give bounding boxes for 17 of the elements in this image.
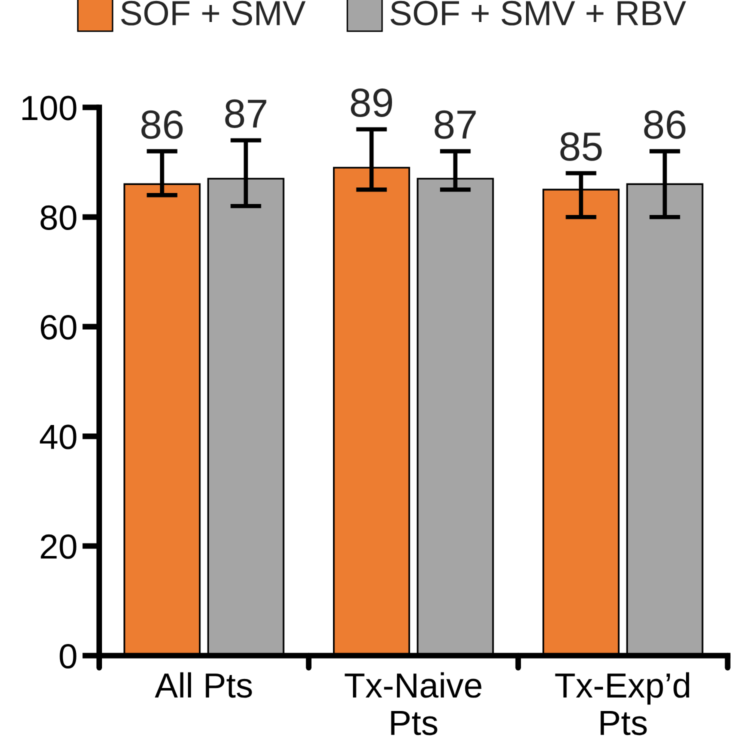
y-tick-label: 0 (60, 644, 76, 669)
data-label: 89 (350, 88, 392, 117)
data-label: 86 (644, 110, 686, 139)
data-label: 85 (560, 132, 602, 161)
data-label: 87 (225, 99, 266, 128)
y-tick-label: 100 (22, 96, 76, 120)
x-tick-label: Tx-Exp’d Pts (555, 672, 690, 736)
y-tick-label: 20 (40, 534, 76, 559)
x-tick-label: All Pts (154, 672, 252, 698)
legend-label: SOF + SMV (121, 0, 306, 26)
legend-label: SOF + SMV + RBV (390, 0, 686, 26)
y-tick-label: 40 (40, 424, 76, 450)
data-label: 86 (141, 110, 183, 139)
data-label: 87 (434, 110, 476, 139)
x-tick-label: Tx-Naive Pts (344, 672, 482, 736)
y-tick-label: 60 (40, 315, 76, 340)
y-tick-label: 80 (40, 205, 76, 230)
